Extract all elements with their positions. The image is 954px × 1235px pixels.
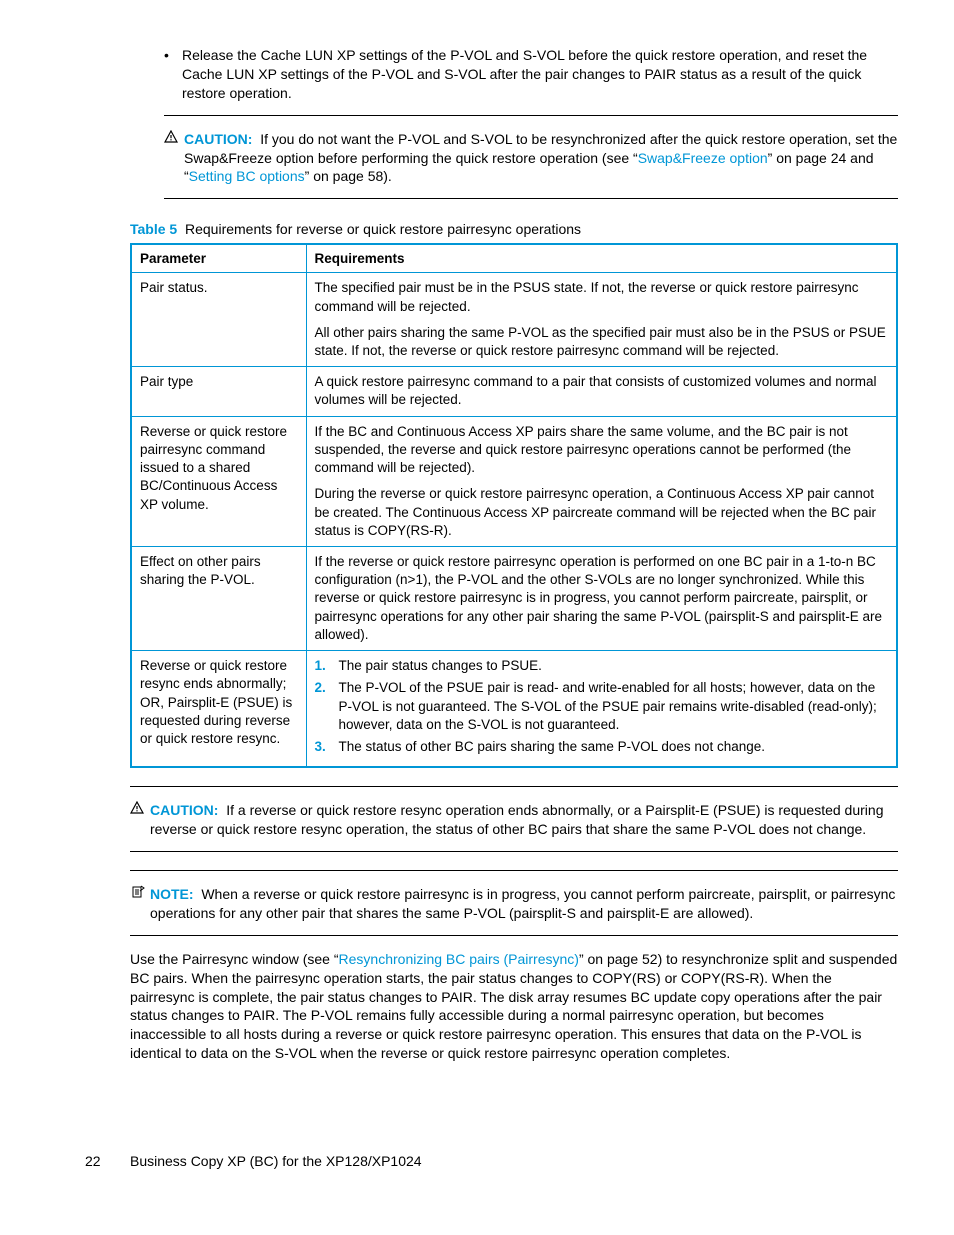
req-para: During the reverse or quick restore pair… bbox=[315, 485, 889, 540]
header-parameter: Parameter bbox=[131, 244, 306, 273]
bullet-dot-icon: • bbox=[164, 46, 182, 103]
page-number: 22 bbox=[85, 1153, 101, 1169]
note-body: When a reverse or quick restore pairresy… bbox=[150, 886, 895, 921]
requirements-table: Parameter Requirements Pair status. The … bbox=[130, 243, 898, 768]
bullet-item: • Release the Cache LUN XP settings of t… bbox=[164, 46, 898, 103]
table-header-row: Parameter Requirements bbox=[131, 244, 897, 273]
table-row: Pair type A quick restore pairresync com… bbox=[131, 367, 897, 416]
list-text: The P-VOL of the PSUE pair is read- and … bbox=[339, 680, 877, 731]
note-block: NOTE: When a reverse or quick restore pa… bbox=[130, 870, 898, 936]
divider bbox=[164, 115, 898, 116]
caution-row: CAUTION: If a reverse or quick restore r… bbox=[130, 801, 898, 839]
page-footer: 22 Business Copy XP (BC) for the XP128/X… bbox=[130, 1153, 898, 1173]
req-para: The specified pair must be in the PSUS s… bbox=[315, 279, 889, 315]
body-post: ” on page 52) to resynchronize split and… bbox=[130, 951, 897, 1061]
table-title: Table 5 Requirements for reverse or quic… bbox=[130, 221, 898, 237]
page: • Release the Cache LUN XP settings of t… bbox=[0, 0, 954, 1219]
divider bbox=[130, 935, 898, 936]
param-cell: Reverse or quick restore pairresync comm… bbox=[131, 416, 306, 546]
list-item: 1.The pair status changes to PSUE. bbox=[335, 657, 889, 675]
param-cell: Reverse or quick restore resync ends abn… bbox=[131, 651, 306, 768]
list-number: 3. bbox=[315, 738, 326, 756]
body-paragraph: Use the Pairresync window (see “Resynchr… bbox=[130, 950, 898, 1063]
list-text: The pair status changes to PSUE. bbox=[339, 658, 542, 673]
note-text: NOTE: When a reverse or quick restore pa… bbox=[150, 885, 898, 923]
caution-label: CAUTION: bbox=[150, 802, 218, 818]
caution-row: CAUTION: If you do not want the P-VOL an… bbox=[164, 130, 898, 187]
divider bbox=[130, 851, 898, 852]
req-cell: The specified pair must be in the PSUS s… bbox=[306, 273, 897, 367]
resync-bc-pairs-link[interactable]: Resynchronizing BC pairs (Pairresync) bbox=[339, 951, 579, 967]
swap-freeze-link[interactable]: Swap&Freeze option bbox=[638, 150, 768, 166]
setting-bc-options-link[interactable]: Setting BC options bbox=[189, 168, 305, 184]
list-item: 3.The status of other BC pairs sharing t… bbox=[335, 738, 889, 756]
table-row: Effect on other pairs sharing the P-VOL.… bbox=[131, 546, 897, 650]
req-para: A quick restore pairresync command to a … bbox=[315, 373, 889, 409]
header-requirements: Requirements bbox=[306, 244, 897, 273]
req-para: All other pairs sharing the same P-VOL a… bbox=[315, 324, 889, 360]
param-cell: Pair status. bbox=[131, 273, 306, 367]
req-cell: 1.The pair status changes to PSUE. 2.The… bbox=[306, 651, 897, 768]
list-number: 1. bbox=[315, 657, 326, 675]
caution-icon bbox=[130, 801, 150, 820]
req-para: If the reverse or quick restore pairresy… bbox=[315, 553, 889, 644]
divider bbox=[130, 786, 898, 787]
req-cell: If the BC and Continuous Access XP pairs… bbox=[306, 416, 897, 546]
bullet-block: • Release the Cache LUN XP settings of t… bbox=[130, 46, 898, 103]
body-pre: Use the Pairresync window (see “ bbox=[130, 951, 339, 967]
table-label: Table 5 bbox=[130, 221, 177, 237]
caution-text: CAUTION: If you do not want the P-VOL an… bbox=[184, 130, 898, 187]
divider bbox=[164, 198, 898, 199]
req-para: If the BC and Continuous Access XP pairs… bbox=[315, 423, 889, 478]
table-row: Reverse or quick restore resync ends abn… bbox=[131, 651, 897, 768]
caution-text: CAUTION: If a reverse or quick restore r… bbox=[150, 801, 898, 839]
note-icon bbox=[130, 885, 150, 904]
param-cell: Pair type bbox=[131, 367, 306, 416]
note-row: NOTE: When a reverse or quick restore pa… bbox=[130, 885, 898, 923]
list-number: 2. bbox=[315, 679, 326, 697]
footer-text: Business Copy XP (BC) for the XP128/XP10… bbox=[130, 1153, 422, 1169]
caution-block-2: CAUTION: If a reverse or quick restore r… bbox=[130, 786, 898, 852]
note-label: NOTE: bbox=[150, 886, 194, 902]
table-title-text: Requirements for reverse or quick restor… bbox=[185, 221, 581, 237]
list-item: 2.The P-VOL of the PSUE pair is read- an… bbox=[335, 679, 889, 734]
caution-block-1: CAUTION: If you do not want the P-VOL an… bbox=[130, 115, 898, 200]
caution-post: ” on page 58). bbox=[305, 168, 392, 184]
req-cell: If the reverse or quick restore pairresy… bbox=[306, 546, 897, 650]
param-cell: Effect on other pairs sharing the P-VOL. bbox=[131, 546, 306, 650]
list-text: The status of other BC pairs sharing the… bbox=[339, 739, 765, 754]
caution-body: If a reverse or quick restore resync ope… bbox=[150, 802, 883, 837]
caution-icon bbox=[164, 130, 184, 149]
table-row: Pair status. The specified pair must be … bbox=[131, 273, 897, 367]
table-row: Reverse or quick restore pairresync comm… bbox=[131, 416, 897, 546]
bullet-text: Release the Cache LUN XP settings of the… bbox=[182, 46, 898, 103]
divider bbox=[130, 870, 898, 871]
caution-label: CAUTION: bbox=[184, 131, 252, 147]
numbered-list: 1.The pair status changes to PSUE. 2.The… bbox=[315, 657, 889, 756]
req-cell: A quick restore pairresync command to a … bbox=[306, 367, 897, 416]
